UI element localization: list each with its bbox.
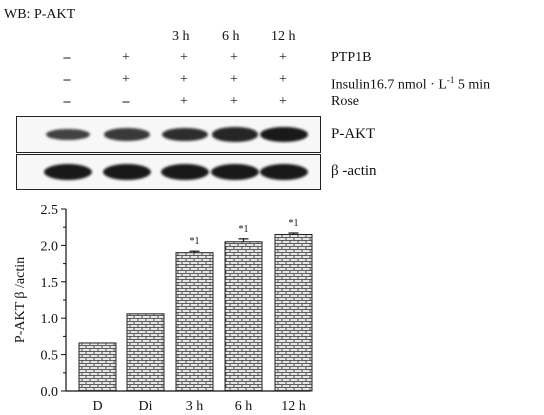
y-tick-label: 2.0 [41, 239, 59, 254]
figure-title: WB: P-AKT [4, 7, 76, 22]
bar [78, 342, 117, 392]
blot-band [260, 164, 308, 180]
blot-band [162, 127, 208, 142]
plus-mark: + [122, 72, 130, 87]
plus-mark: + [180, 50, 188, 65]
blot-band [260, 126, 308, 143]
minus-mark: – [63, 50, 71, 65]
plus-mark: + [279, 50, 287, 65]
minus-mark: – [63, 72, 71, 87]
blot-band [104, 128, 150, 141]
x-tick-label: 12 h [281, 399, 306, 414]
minus-mark: – [63, 94, 71, 109]
blot-band [103, 164, 151, 180]
treatment-label: Insulin16.7 nmol · L-1 5 min [331, 75, 491, 93]
y-tick-label: 1.0 [41, 312, 59, 327]
blot-band [161, 164, 209, 180]
lane-label: 3 h [172, 29, 190, 44]
bar [274, 233, 313, 392]
bar [224, 241, 263, 392]
treatment-label: Rose [331, 94, 359, 109]
blot-band [45, 128, 91, 141]
treatment-label: PTP1B [331, 50, 372, 65]
x-tick-label: D [92, 399, 102, 414]
plus-mark: + [279, 94, 287, 109]
plus-mark: + [122, 50, 130, 65]
blot-band [211, 127, 259, 142]
y-tick-label: 2.5 [41, 203, 59, 218]
y-tick-label: 0.0 [41, 385, 59, 400]
minus-mark: – [122, 94, 130, 109]
y-tick-label: 0.5 [41, 349, 59, 364]
significance-label: *1 [289, 218, 299, 229]
blot-band [44, 164, 92, 180]
x-tick-label: 6 h [235, 399, 253, 414]
blot-label: β -actin [331, 163, 377, 179]
x-tick-label: 3 h [186, 399, 204, 414]
bar [126, 313, 165, 392]
plus-mark: + [180, 94, 188, 109]
plus-mark: + [180, 72, 188, 87]
bar [175, 252, 214, 392]
plus-mark: + [230, 50, 238, 65]
blot-panel [16, 154, 321, 190]
plus-mark: + [230, 94, 238, 109]
x-tick-label: Di [139, 399, 153, 414]
blot-panel [16, 116, 321, 153]
lane-label: 6 h [222, 29, 240, 44]
significance-label: *1 [239, 224, 249, 235]
blot-band [211, 164, 259, 180]
plus-mark: + [279, 72, 287, 87]
y-axis-title: P-AKT β /actin [13, 257, 28, 343]
lane-label: 12 h [271, 29, 296, 44]
plus-mark: + [230, 72, 238, 87]
blot-label: P-AKT [331, 125, 376, 142]
y-tick-label: 1.5 [41, 276, 59, 291]
significance-label: *1 [190, 236, 200, 247]
